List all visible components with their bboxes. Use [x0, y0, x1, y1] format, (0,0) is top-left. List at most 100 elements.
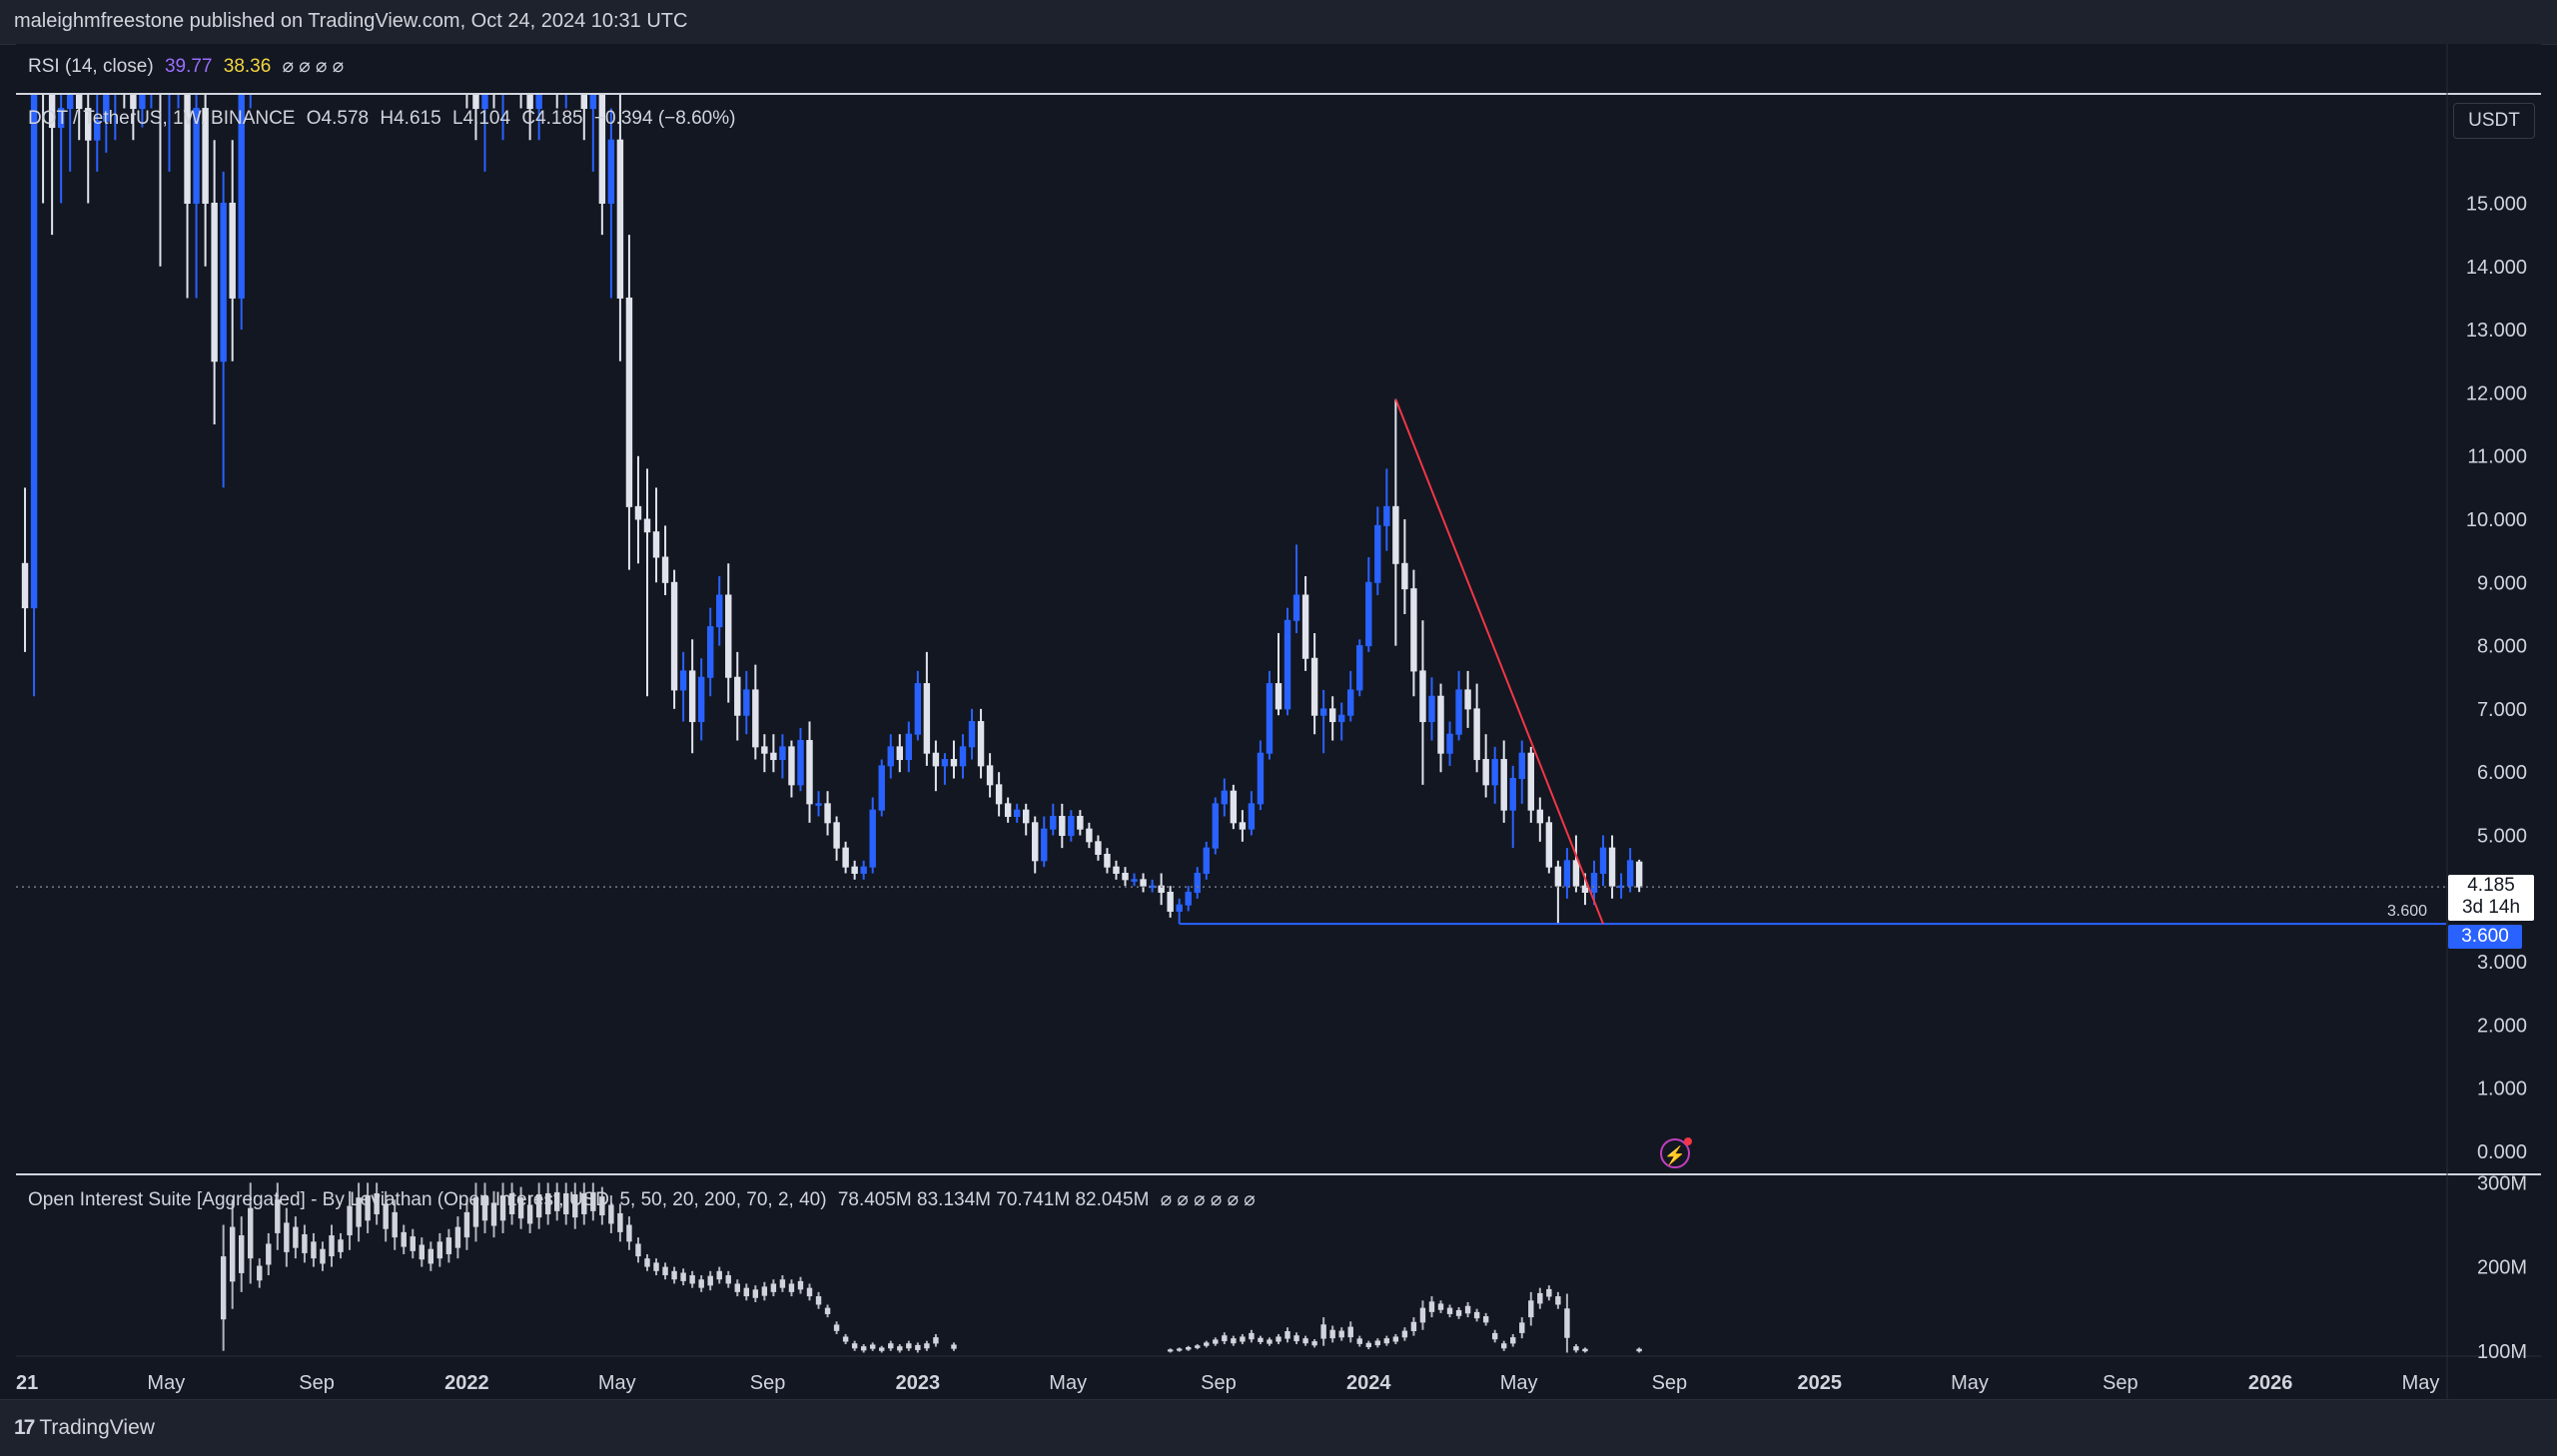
oi-hidden-icons: ⌀ ⌀ ⌀ ⌀ ⌀ ⌀ [1160, 1189, 1256, 1210]
price-tick-label: 15.000 [2466, 194, 2527, 216]
oi-bar-body [1195, 1345, 1201, 1348]
oi-bar-body [535, 1193, 542, 1218]
oi-bar-body [1501, 1343, 1507, 1349]
candle-body [1599, 847, 1607, 874]
candle-body [1257, 752, 1265, 805]
price-tick-label: 1.000 [2477, 1079, 2527, 1100]
oi-bar-body [743, 1287, 750, 1297]
candle-body [554, 45, 559, 77]
oi-bar-body [842, 1336, 849, 1342]
candle-body [598, 95, 606, 204]
candle-body [1266, 683, 1274, 754]
candle-body [1365, 581, 1372, 647]
candle-body [30, 95, 38, 609]
lightning-icon[interactable]: ⚡ [1660, 1138, 1690, 1168]
chart-area[interactable]: 0.0001.0002.0003.0004.0005.0006.0007.000… [16, 44, 2541, 1399]
candle-body [1319, 708, 1327, 716]
oi-values: 78.405M 83.134M 70.741M 82.045M [837, 1189, 1150, 1210]
tradingview-logo[interactable]: 17 TradingView [14, 1416, 155, 1440]
oi-bar-body [1419, 1307, 1426, 1323]
candle-body [1383, 505, 1390, 526]
oi-bar-body [1186, 1347, 1192, 1350]
candle-body [1077, 816, 1084, 830]
candle-body [1410, 588, 1417, 672]
candle-body [1013, 809, 1021, 818]
oi-bar-body [1401, 1330, 1408, 1338]
candle-body [1113, 866, 1120, 874]
oi-bar-body [1510, 1337, 1516, 1344]
candle-body [968, 721, 976, 748]
candle-body [1419, 670, 1426, 723]
candle-body [1140, 879, 1147, 887]
candle-body [500, 44, 505, 77]
time-tick-label: Sep [1201, 1372, 1237, 1394]
oi-bar-body [770, 1283, 777, 1292]
oi-bar-body [1537, 1292, 1543, 1304]
price-tick-label: 8.000 [2477, 636, 2527, 658]
price-tick-label: 7.000 [2477, 699, 2527, 721]
oi-bar-body [463, 1211, 470, 1238]
price-legend[interactable]: DOT / TetherUS, 1W, BINANCE O4.578 H4.61… [28, 108, 741, 130]
time-tick-label: May [147, 1372, 185, 1394]
oi-bar-body [563, 1192, 569, 1214]
candle-body [1392, 505, 1399, 564]
candle-body [833, 822, 840, 849]
candle-body [977, 721, 985, 767]
brand-name: TradingView [39, 1416, 155, 1439]
oi-bar-body [266, 1243, 272, 1265]
candle-body [905, 733, 913, 761]
time-tick-label: Sep [750, 1372, 786, 1394]
oi-bar-body [707, 1275, 713, 1286]
oi-bar-body [590, 1191, 596, 1211]
candle-body [851, 866, 858, 874]
oi-bar-body [671, 1270, 677, 1280]
price-tick-label: 14.000 [2466, 257, 2527, 279]
currency-button[interactable]: USDT [2453, 103, 2535, 139]
oi-bar-body [1249, 1332, 1255, 1340]
chart-canvas[interactable]: 0.0001.0002.0003.0004.0005.0006.0007.000… [16, 44, 2541, 1399]
oi-bar-body [1519, 1322, 1525, 1333]
candle-body [1374, 524, 1381, 583]
oi-bar-body [1464, 1305, 1471, 1314]
oi-bar-body [870, 1344, 876, 1349]
oi-bar-body [392, 1211, 398, 1238]
time-tick-label: May [1500, 1372, 1538, 1394]
rsi-name: RSI (14, close) [28, 56, 154, 77]
oi-legend[interactable]: Open Interest Suite [Aggregated] - By Le… [28, 1188, 1262, 1211]
candle-body [21, 562, 29, 609]
candle-body [743, 689, 750, 716]
change-value: −0.394 (−8.60%) [593, 108, 736, 129]
candle-body [1464, 689, 1471, 710]
candle-body [706, 626, 714, 678]
candle-body [995, 784, 1003, 805]
candle-body [1203, 847, 1210, 874]
candle-body [57, 108, 65, 129]
candle-body [1221, 790, 1229, 805]
candle-body [1590, 872, 1598, 893]
candle-body [914, 683, 922, 735]
oi-bars-group [220, 1182, 1642, 1353]
candle-body [1041, 828, 1048, 862]
oi-bar-body [472, 1197, 479, 1227]
oi-bar-body [608, 1204, 614, 1224]
price-tick-label: 13.000 [2466, 320, 2527, 342]
price-tick-label: 2.000 [2477, 1015, 2527, 1037]
hline-label: 3.600 [2387, 903, 2428, 920]
oi-bar-body [1258, 1337, 1264, 1342]
candle-body [1185, 891, 1192, 906]
oi-bar-body [1213, 1339, 1219, 1344]
oi-bar-body [1636, 1348, 1642, 1352]
candle-body [75, 95, 83, 110]
candle-body [1437, 695, 1444, 754]
candle-body [1428, 695, 1435, 723]
oi-bar-body [833, 1324, 840, 1331]
notification-dot [1684, 1137, 1692, 1145]
oi-bar-body [311, 1241, 317, 1259]
candle-body [1131, 879, 1138, 882]
candle-body [1104, 853, 1111, 868]
oi-bar-body [338, 1239, 344, 1252]
candle-body [1292, 594, 1300, 621]
candle-body [932, 752, 940, 767]
rsi-legend[interactable]: RSI (14, close) 39.77 38.36 ⌀ ⌀ ⌀ ⌀ [28, 55, 350, 78]
candle-body [688, 670, 696, 723]
